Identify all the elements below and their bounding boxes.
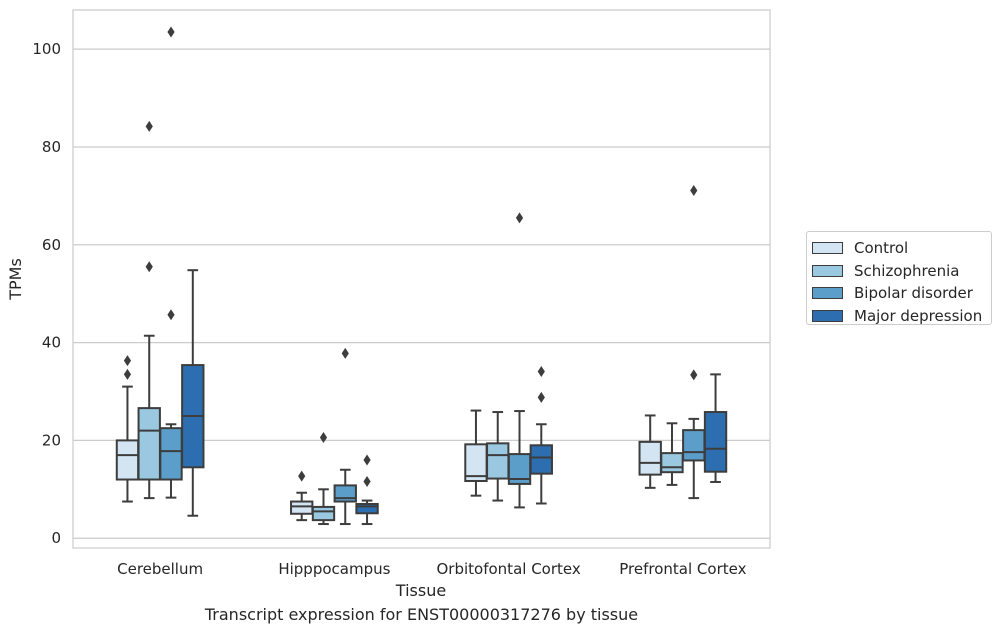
iqr-box [638, 440, 662, 476]
legend-label: Bipolar disorder [854, 284, 973, 303]
outlier-point [123, 355, 132, 367]
iqr-box [290, 500, 314, 515]
x-tick-label: Cerebellum [117, 560, 203, 578]
legend-swatch [812, 264, 843, 277]
outlier-point [690, 369, 698, 381]
x-tick-label: Prefrontal Cortex [619, 560, 746, 578]
axis-ticks: 0 20 40 60 80 100 Cerebellum Hipppocampus Orbito… [32, 40, 746, 578]
box-schizophrenia [137, 120, 161, 500]
box-schizophrenia [660, 422, 684, 486]
outlier-point [363, 475, 371, 487]
outlier-point [537, 365, 545, 377]
box-major-depression [703, 373, 728, 483]
box-major-depression [181, 269, 205, 517]
legend-label: Schizophrenia [854, 261, 960, 280]
box-major-depression [529, 365, 553, 505]
box-bipolar-disorder [333, 347, 357, 526]
box-bipolar-disorder [159, 26, 183, 499]
box-major-depression [355, 454, 379, 526]
iqr-box [311, 505, 336, 522]
outlier-point [319, 431, 328, 443]
iqr-box [529, 444, 553, 475]
y-tick-label: 20 [42, 431, 61, 449]
legend-swatch [812, 309, 843, 322]
legend-item: Bipolar disorder [812, 282, 991, 305]
iqr-box [486, 442, 510, 480]
y-tick-label: 100 [32, 40, 61, 58]
outlier-point [298, 470, 306, 482]
outlier-point [123, 368, 132, 380]
outlier-point [690, 184, 698, 196]
boxes [115, 26, 728, 526]
legend-swatch [812, 287, 843, 300]
iqr-box [159, 427, 183, 481]
outlier-point [145, 120, 153, 132]
iqr-box [115, 439, 140, 481]
legend-item: Major depression [812, 305, 991, 328]
legend-item: Control [812, 237, 991, 260]
outlier-point [515, 212, 524, 224]
legend-swatch [812, 242, 843, 255]
outlier-point [537, 391, 545, 403]
iqr-box [355, 502, 379, 515]
y-tick-label: 60 [42, 236, 61, 254]
box-bipolar-disorder [507, 212, 532, 509]
x-axis-label: Tissue [395, 581, 446, 600]
box-schizophrenia [486, 411, 510, 502]
box-control [464, 409, 488, 497]
outlier-point [145, 261, 153, 273]
iqr-box [660, 452, 684, 474]
x-tick-label: Hipppocampus [278, 560, 390, 578]
outlier-point [167, 309, 175, 321]
box-schizophrenia [311, 431, 336, 526]
y-tick-label: 0 [51, 529, 61, 547]
x-tick-label: Orbitofontal Cortex [437, 560, 581, 578]
iqr-box [703, 411, 728, 473]
iqr-box [682, 429, 706, 462]
legend-label: Major depression [854, 306, 983, 325]
box-control [638, 414, 662, 489]
outlier-point [167, 26, 175, 38]
box-control [115, 355, 140, 503]
chart-caption: Transcript expression for ENST0000031727… [204, 605, 639, 624]
y-tick-label: 40 [42, 334, 61, 352]
plot-frame [72, 9, 771, 549]
box-bipolar-disorder [682, 184, 706, 500]
iqr-box [333, 484, 357, 503]
outlier-point [341, 347, 349, 359]
legend-item: Schizophrenia [812, 260, 991, 283]
legend-label: Control [854, 239, 909, 258]
legend: Control Schizophrenia Bipolar disorder Majo… [806, 231, 992, 325]
box-control [290, 470, 314, 522]
y-tick-label: 80 [42, 138, 61, 156]
outlier-point [363, 454, 371, 466]
iqr-box [137, 407, 161, 481]
y-axis-label: TPMs [6, 258, 25, 301]
